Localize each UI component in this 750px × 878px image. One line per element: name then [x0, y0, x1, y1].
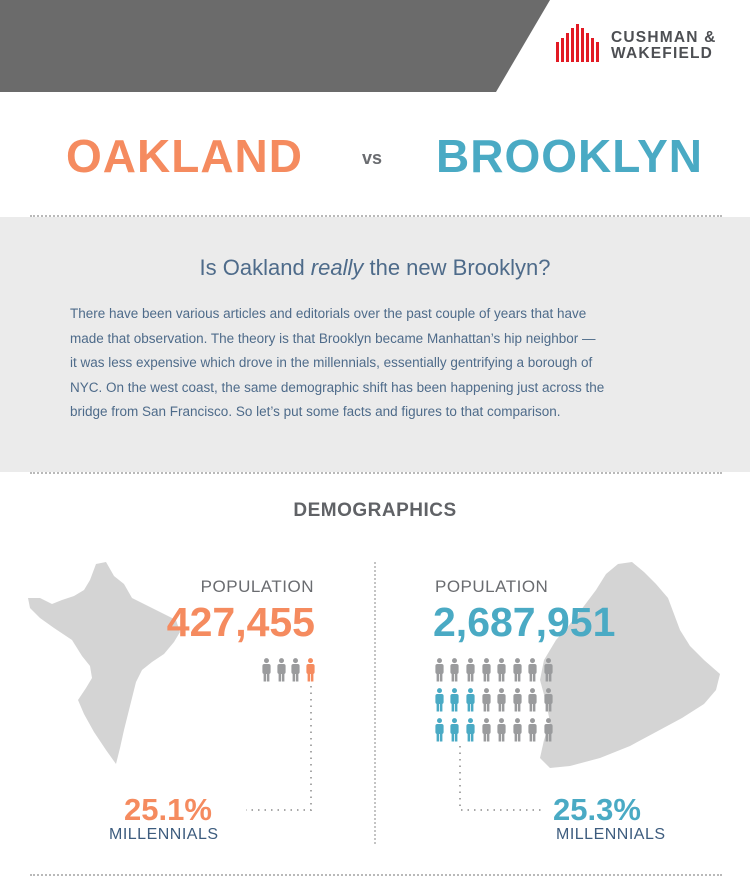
- title-brooklyn: BROOKLYN: [436, 130, 703, 182]
- oakland-people-icons: [259, 658, 318, 683]
- person-icon: [526, 658, 541, 683]
- brooklyn-millennial-percent: 25.3%: [553, 792, 641, 827]
- person-icon: [432, 658, 447, 683]
- intro-line: There have been various articles and edi…: [70, 306, 587, 321]
- brand-line-2: WAKEFIELD: [611, 45, 714, 62]
- brooklyn-people-icons: [432, 658, 557, 743]
- oakland-population-label: POPULATION: [200, 577, 314, 596]
- intro-panel: Is Oakland really the new Brooklyn? Ther…: [0, 217, 750, 472]
- person-icon-highlighted: [463, 718, 478, 743]
- person-icon-highlighted: [432, 688, 447, 713]
- intro-question-end: the new Brooklyn?: [363, 255, 551, 280]
- intro-line: bridge from San Francisco. So let’s put …: [70, 404, 561, 419]
- person-icon: [259, 658, 274, 683]
- divider-dotted-bottom: [30, 874, 722, 876]
- brooklyn-connector-line: [459, 746, 544, 811]
- header-band: [0, 0, 750, 92]
- title-oakland: OAKLAND: [66, 130, 303, 182]
- title-vs: vs: [362, 148, 383, 168]
- person-icon-highlighted: [448, 718, 463, 743]
- intro-line: made that observation. The theory is tha…: [70, 330, 596, 346]
- oakland-millennial-percent: 25.1%: [124, 792, 212, 827]
- divider-dotted-vertical: [374, 562, 376, 844]
- oakland-population-value: 427,455: [166, 599, 315, 645]
- building-logo-icon: [556, 24, 599, 62]
- person-icon: [494, 718, 509, 743]
- person-icon-highlighted: [432, 718, 447, 743]
- person-icon: [479, 718, 494, 743]
- person-icon: [541, 718, 556, 743]
- oakland-millennial-label: MILLENNIALS: [109, 826, 219, 843]
- intro-question: Is Oakland really the new Brooklyn?: [0, 255, 750, 281]
- intro-question-start: Is Oakland: [199, 255, 311, 280]
- intro-question-emphasis: really: [310, 255, 364, 280]
- person-icon: [541, 688, 556, 713]
- demographics-heading: DEMOGRAPHICS: [293, 500, 457, 521]
- person-icon: [526, 688, 541, 713]
- person-icon-highlighted: [463, 688, 478, 713]
- divider-dotted-middle: [30, 472, 722, 474]
- divider-dotted-top: [30, 215, 722, 217]
- person-icon-highlighted: [448, 688, 463, 713]
- person-icon: [494, 688, 509, 713]
- brooklyn-millennial-label: MILLENNIALS: [556, 826, 666, 843]
- person-icon: [510, 688, 525, 713]
- intro-paragraph: There have been various articles and edi…: [70, 302, 700, 425]
- person-icon: [479, 688, 494, 713]
- brooklyn-map-icon: [540, 562, 720, 768]
- brooklyn-population-value: 2,687,951: [433, 599, 616, 645]
- person-icon: [510, 718, 525, 743]
- brand-wordmark: CUSHMAN & WAKEFIELD: [611, 30, 717, 62]
- oakland-connector-line: [246, 686, 312, 811]
- oakland-map-icon: [28, 562, 180, 764]
- person-icon: [463, 658, 478, 683]
- person-icon: [274, 658, 289, 683]
- intro-line: it was less expensive which drove in the…: [70, 355, 593, 370]
- person-icon: [526, 718, 541, 743]
- person-icon: [494, 658, 509, 683]
- intro-line: NYC. On the west coast, the same demogra…: [70, 379, 605, 395]
- brooklyn-population-label: POPULATION: [435, 577, 549, 596]
- person-icon-highlighted: [303, 658, 318, 683]
- person-icon: [479, 658, 494, 683]
- person-icon: [541, 658, 556, 683]
- person-icon: [288, 658, 303, 683]
- person-icon: [510, 658, 525, 683]
- brand-line-1: CUSHMAN &: [611, 29, 717, 46]
- person-icon: [448, 658, 463, 683]
- brand-logo: CUSHMAN & WAKEFIELD: [556, 24, 736, 66]
